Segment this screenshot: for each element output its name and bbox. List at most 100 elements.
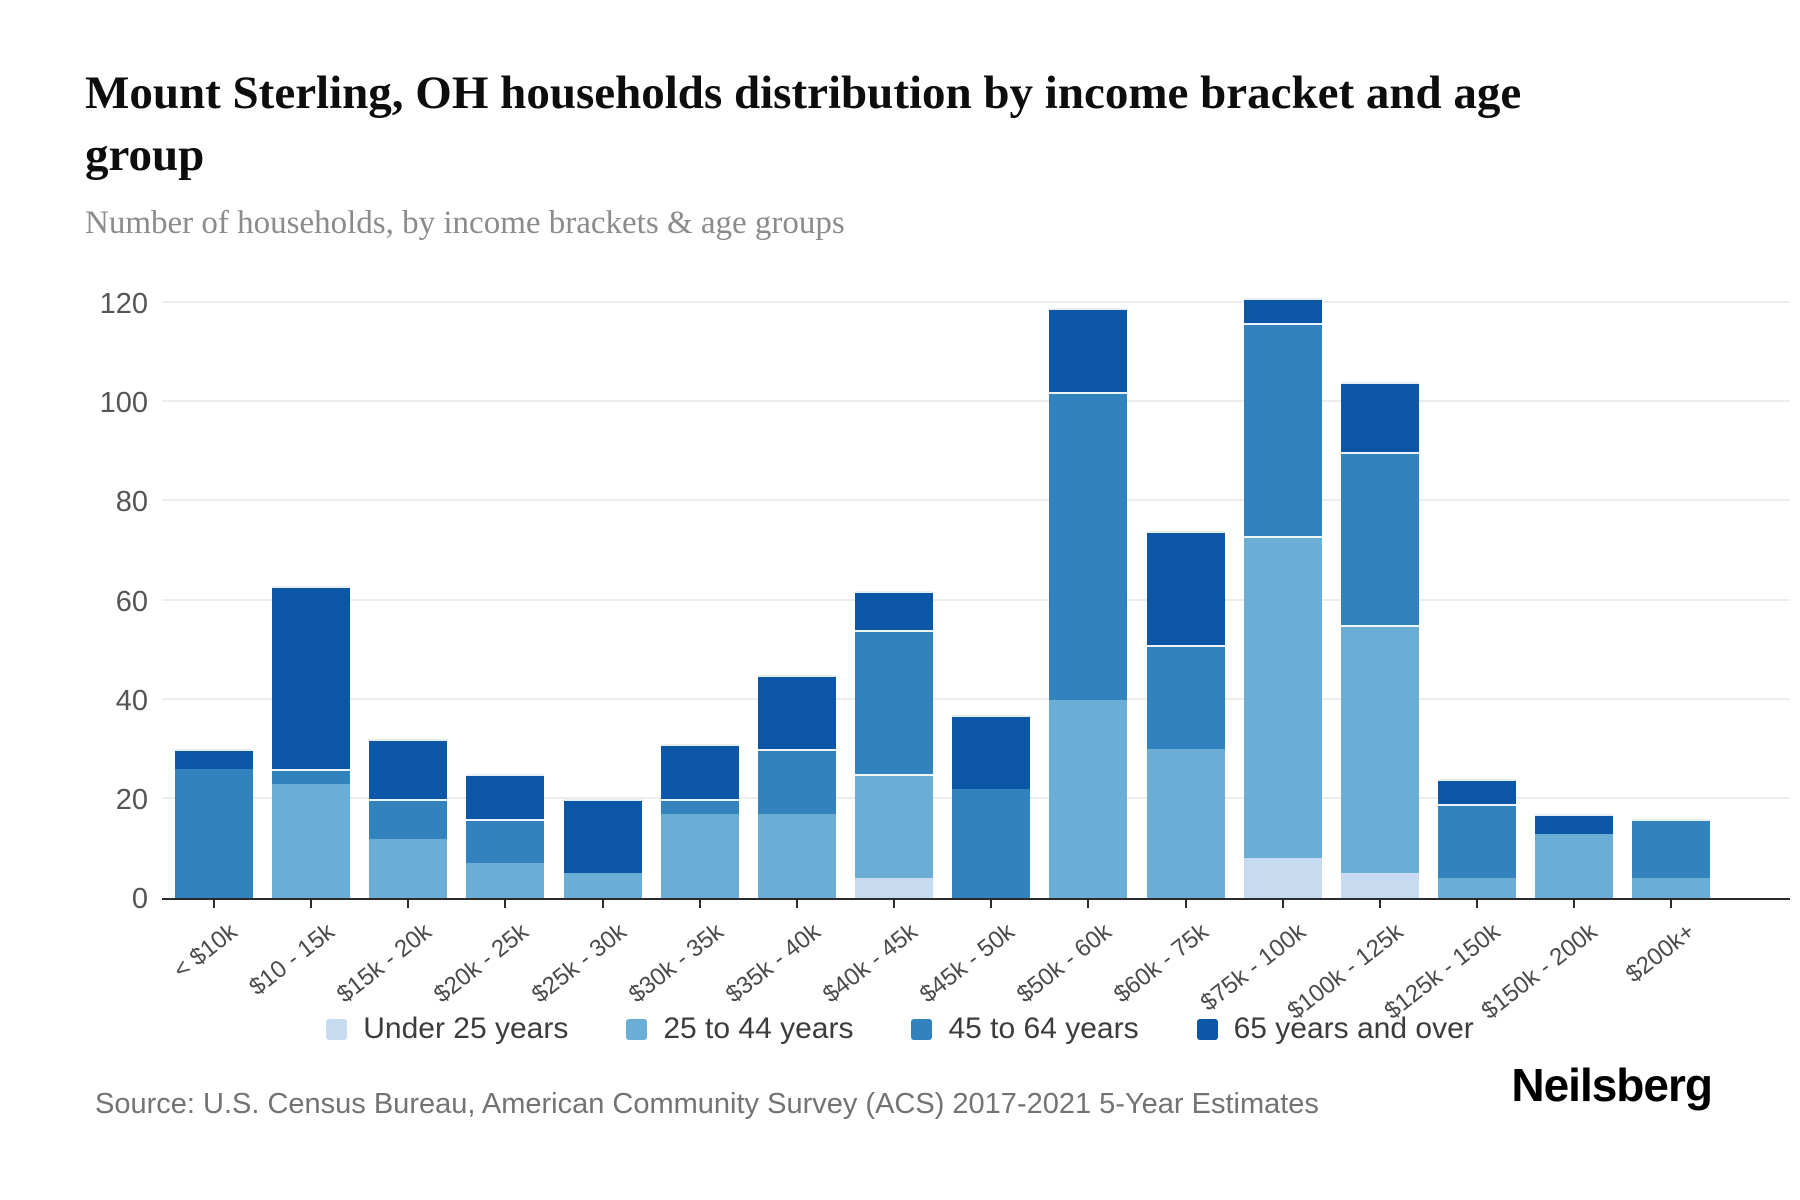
x-axis-tick-label: $20k - 25k xyxy=(429,918,535,1009)
bar-segment xyxy=(466,774,545,819)
x-axis-tick xyxy=(407,900,410,908)
gridline xyxy=(162,697,1790,700)
bar-segment xyxy=(855,878,934,898)
x-axis-tick xyxy=(601,900,604,908)
bar-segment xyxy=(272,769,351,784)
x-axis-tick-label: $10 - 15k xyxy=(244,918,340,1001)
bar-segment xyxy=(1243,298,1322,323)
bar-segment xyxy=(952,788,1031,898)
bar-segment xyxy=(1243,858,1322,898)
y-axis: 0 20 40 60 80 100 120 xyxy=(0,288,150,915)
bar-segment xyxy=(1243,322,1322,537)
legend-item: 65 years and over xyxy=(1196,1012,1474,1046)
legend-swatch xyxy=(1196,1018,1218,1040)
x-axis-tick-label: < $10k xyxy=(168,918,243,985)
bar-segment xyxy=(1049,392,1128,700)
bar-segment xyxy=(855,774,934,879)
bar-segment xyxy=(466,863,545,898)
bar-segment xyxy=(855,590,934,631)
bar-segment xyxy=(1049,699,1128,898)
bar-segment xyxy=(563,798,642,874)
source-text: Source: U.S. Census Bureau, American Com… xyxy=(95,1088,1319,1120)
legend-label: 45 to 64 years xyxy=(948,1012,1139,1045)
y-axis-tick-label: 120 xyxy=(99,288,148,320)
y-axis-tick-label: 20 xyxy=(115,783,148,816)
bar-segment xyxy=(1049,307,1128,393)
y-axis-tick-label: 100 xyxy=(99,387,148,420)
bar-segment xyxy=(1243,536,1322,859)
page-title: Mount Sterling, OH households distributi… xyxy=(85,67,1522,182)
bar-segment xyxy=(660,744,739,799)
gridline xyxy=(162,400,1790,403)
x-axis-tick xyxy=(310,900,313,908)
bar-segment xyxy=(757,674,836,750)
y-axis-tick-label: 40 xyxy=(115,684,148,717)
y-axis-tick-label: 60 xyxy=(115,585,148,618)
bar-segment xyxy=(1340,382,1419,452)
y-axis-tick-label: 0 xyxy=(131,883,148,915)
bar-segment xyxy=(272,585,351,770)
x-axis-tick-label: $40k - 45k xyxy=(817,918,923,1009)
bar-segment xyxy=(175,769,253,898)
bar-segment xyxy=(660,813,739,898)
bar-segment xyxy=(757,813,836,898)
x-axis-tick xyxy=(1184,900,1187,908)
x-axis-tick xyxy=(1378,900,1381,908)
y-axis-tick-label: 80 xyxy=(115,486,148,519)
legend-swatch xyxy=(911,1018,933,1040)
chart-area: 0 20 40 60 80 100 120 < $10k $10 - 15k $15k - 20… xyxy=(0,288,1790,1025)
x-axis-tick xyxy=(1087,900,1090,908)
x-axis-tick-label: $200k+ xyxy=(1620,918,1700,989)
bar-segment xyxy=(272,783,351,898)
legend-item: Under 25 years xyxy=(326,1012,568,1046)
bar-segment xyxy=(855,630,934,775)
page-subtitle: Number of households, by income brackets… xyxy=(85,205,845,241)
x-axis-tick-label: $45k - 50k xyxy=(914,918,1020,1009)
x-axis-tick xyxy=(1573,900,1576,908)
bar-segment xyxy=(1146,645,1225,750)
bar-segment xyxy=(466,818,545,864)
legend-label: Under 25 years xyxy=(363,1012,569,1045)
legend-item: 25 to 44 years xyxy=(626,1012,853,1046)
x-axis-tick xyxy=(990,900,993,908)
bar-segment xyxy=(369,838,448,898)
bar-segment xyxy=(369,798,448,839)
bar-segment xyxy=(952,714,1031,789)
bar-segment xyxy=(1535,833,1614,898)
legend-swatch xyxy=(326,1018,348,1040)
bar-segment xyxy=(1146,749,1225,898)
bar-segment xyxy=(1146,531,1225,646)
x-axis-tick-label: $25k - 30k xyxy=(526,918,632,1009)
bar-segment xyxy=(1340,451,1419,626)
bar-segment xyxy=(563,873,642,898)
x-axis-tick xyxy=(213,900,215,908)
legend-swatch xyxy=(626,1018,648,1040)
x-axis-tick-label: $30k - 35k xyxy=(623,918,729,1009)
x-axis-tick xyxy=(893,900,896,908)
bar-segment xyxy=(1535,813,1614,834)
x-axis-tick-label: $50k - 60k xyxy=(1012,918,1117,1009)
bar-segment xyxy=(1437,779,1516,804)
x-axis-tick-label: $35k - 40k xyxy=(720,918,826,1009)
x-axis-tick xyxy=(698,900,701,908)
bar-segment xyxy=(1340,625,1419,874)
legend-label: 25 to 44 years xyxy=(663,1012,854,1045)
bar-segment xyxy=(1632,878,1711,898)
bar-segment xyxy=(175,749,253,770)
gridline xyxy=(162,499,1790,502)
x-axis-tick xyxy=(1475,900,1478,908)
x-axis-tick xyxy=(1670,900,1673,908)
bar-segment xyxy=(757,749,836,814)
bar-segment xyxy=(660,798,739,814)
brand-logo: Neilsberg xyxy=(1511,1059,1713,1111)
legend: Under 25 years 25 to 44 years 45 to 64 yea… xyxy=(0,1012,1800,1046)
legend-item: 45 to 64 years xyxy=(911,1012,1139,1046)
gridline xyxy=(162,598,1790,601)
x-axis-tick-label: $15k - 20k xyxy=(331,918,437,1009)
x-axis-tick xyxy=(1281,900,1284,908)
bar-segment xyxy=(1437,803,1516,879)
x-axis-tick xyxy=(504,900,507,908)
plot-area: < $10k $10 - 15k $15k - 20k $20k - 25k $25k … xyxy=(162,298,1790,1025)
bar-segment xyxy=(369,739,448,799)
